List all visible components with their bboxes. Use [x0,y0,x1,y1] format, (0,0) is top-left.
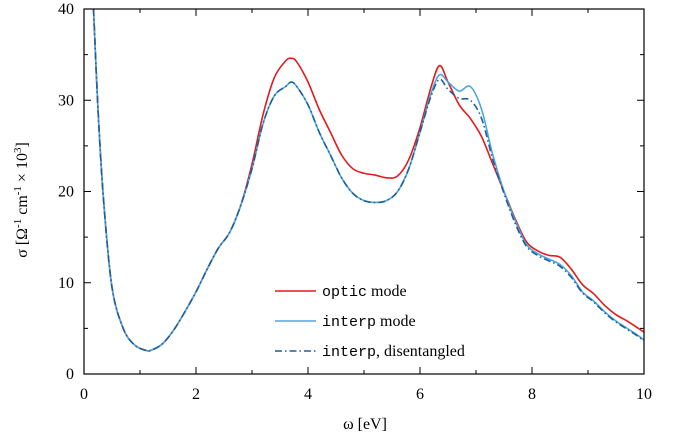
legend-entry-text: , disentangled [376,343,465,360]
legend-entry: optic mode [322,283,407,301]
x-tick-label: 4 [304,386,312,403]
x-axis-label: ω [eV] [343,416,387,433]
x-tick-label: 2 [192,386,200,403]
series-line-2 [92,9,644,352]
y-tick-label: 40 [58,1,74,18]
y-tick-label: 10 [58,275,74,292]
legend-entry-code: interp [322,344,376,361]
y-axis-label-sup2: -1 [12,186,24,195]
y-axis-label-sup1: -1 [12,219,24,228]
y-axis-label-mid: cm [14,195,31,219]
y-axis-label-suffix: ] [14,142,31,147]
legend-entry: interp mode [322,313,416,331]
y-axis-label-mid2: × 10 [14,153,31,186]
plot-area [92,9,644,352]
legend-entry-text: mode [376,313,416,330]
y-axis-label: σ [Ω-1 cm-1 × 103] [12,142,31,258]
legend-entry-code: optic [322,284,367,301]
y-axis-label-prefix: σ [Ω [14,228,31,258]
x-tick-label: 8 [528,386,536,403]
x-tick-label: 10 [636,386,652,403]
legend-entry-text: mode [367,283,407,300]
y-tick-label: 0 [66,366,74,383]
x-tick-label: 0 [80,386,88,403]
y-tick-label: 30 [58,92,74,109]
y-axis: 0 10 20 30 40 [58,1,644,383]
y-axis-label-sup3: 3 [12,147,24,153]
x-tick-label: 6 [416,386,424,403]
y-tick-label: 20 [58,184,74,201]
x-axis: 0 2 4 6 8 10 [80,9,652,403]
legend-entry: interp, disentangled [322,343,465,361]
legend-entry-code: interp [322,314,376,331]
